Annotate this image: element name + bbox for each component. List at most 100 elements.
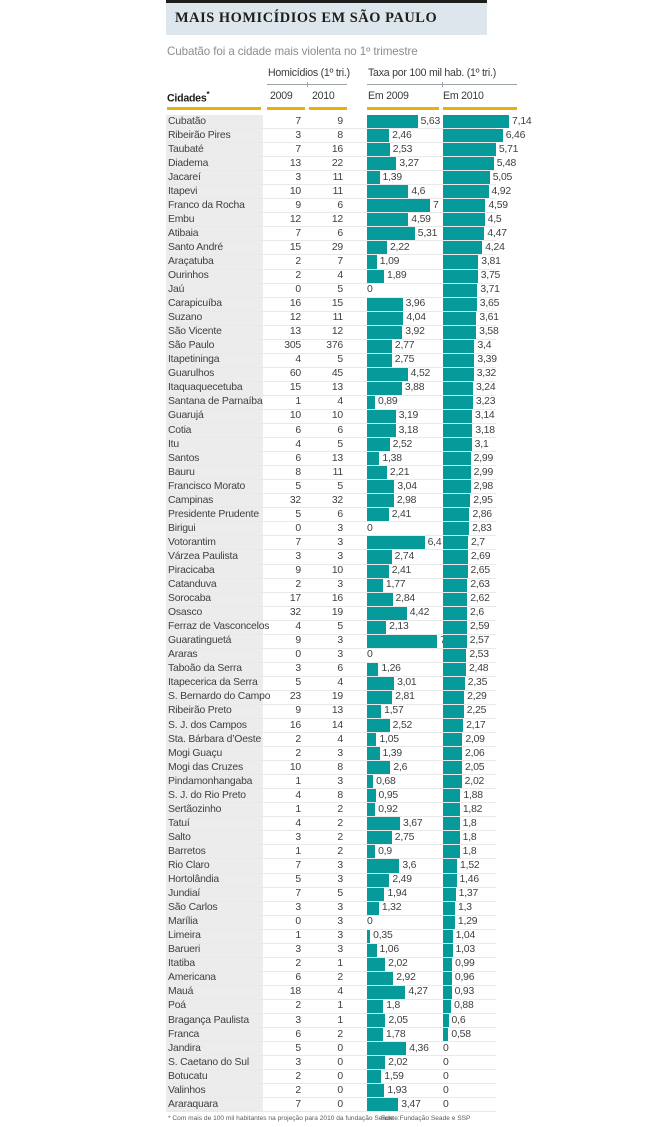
table-row[interactable]: Salto 3 2 2,75 1,8 xyxy=(166,831,496,846)
homicides-2010-value: 5 xyxy=(337,480,343,492)
table-row[interactable]: Mogi das Cruzes 10 8 2,6 2,05 xyxy=(166,761,496,776)
rate-2010-bar-cell: 2,29 xyxy=(443,690,517,704)
homicides-2010-value: 3 xyxy=(337,916,343,928)
table-row[interactable]: Araraquara 7 0 3,47 0 xyxy=(166,1098,496,1113)
table-row[interactable]: Votorantim 7 3 6,4 2,7 xyxy=(166,536,496,551)
table-row[interactable]: Jandira 5 0 4,36 0 xyxy=(166,1042,496,1057)
table-row[interactable]: Ourinhos 2 4 1,89 3,75 xyxy=(166,269,500,284)
table-row[interactable]: Mogi Guaçu 2 3 1,39 2,06 xyxy=(166,747,496,762)
table-row[interactable]: Poá 2 1 1,8 0,88 xyxy=(166,999,496,1014)
table-row[interactable]: Santana de Parnaíba 1 4 0,89 3,23 xyxy=(166,395,496,410)
table-row[interactable]: S. J. do Rio Preto 4 8 0,95 1,88 xyxy=(166,789,496,804)
table-row[interactable]: Itapecerica da Serra 5 4 3,01 2,35 xyxy=(166,676,496,691)
homicides-2010-value: 5 xyxy=(337,888,343,900)
table-row[interactable]: Várzea Paulista 3 3 2,74 2,69 xyxy=(166,550,496,565)
city-name: Santos xyxy=(168,452,200,464)
table-row[interactable]: Ribeirão Preto 9 13 1,57 2,25 xyxy=(166,704,496,720)
table-row[interactable]: Cotia 6 6 3,18 3,18 xyxy=(166,424,496,439)
table-row[interactable]: Itatiba 2 1 2,02 0,99 xyxy=(166,957,496,972)
table-row[interactable]: Jundiaí 7 5 1,94 1,37 xyxy=(166,887,496,902)
rate-2010-label: 2,99 xyxy=(473,452,494,464)
table-row[interactable]: Araçatuba 2 7 1,09 3,81 xyxy=(166,255,501,270)
table-row[interactable]: Campinas 32 32 2,98 2,95 xyxy=(166,494,496,509)
table-row[interactable]: Piracicaba 9 10 2,41 2,65 xyxy=(166,564,496,579)
table-row[interactable]: Itu 4 5 2,52 3,1 xyxy=(166,438,496,453)
rate-2010-bar-cell: 1,04 xyxy=(443,929,517,943)
rate-2010-bar-cell: 2,95 xyxy=(443,494,517,508)
table-row[interactable]: Santo André 15 29 2,22 4,24 xyxy=(166,241,505,256)
table-row[interactable]: Carapicuíba 16 15 3,96 3,65 xyxy=(166,297,499,312)
table-row[interactable]: Guaratinguetá 9 3 7,81 2,57 xyxy=(166,634,496,649)
rate-2010-bar-cell: 0,6 xyxy=(443,1014,517,1028)
table-row[interactable]: Americana 6 2 2,92 0,96 xyxy=(166,971,496,986)
rate-2009-bar xyxy=(367,803,376,817)
table-row[interactable]: Jacareí 3 11 1,39 5,05 xyxy=(166,171,512,186)
table-row[interactable]: Ribeirão Pires 3 8 2,46 6,46 xyxy=(166,129,525,144)
table-row[interactable]: Cubatão 7 9 5,63 7,14 xyxy=(166,115,532,130)
table-row[interactable]: Franca 6 2 1,78 0,58 xyxy=(166,1028,496,1043)
table-row[interactable]: Bauru 8 11 2,21 2,99 xyxy=(166,466,496,481)
table-row[interactable]: Atibaia 7 6 5,31 4,47 xyxy=(166,227,507,242)
homicides-2009-value: 1 xyxy=(295,803,301,815)
table-row[interactable]: Pindamonhangaba 1 3 0,68 2,02 xyxy=(166,775,496,790)
table-row[interactable]: Mauá 18 4 4,27 0,93 xyxy=(166,985,496,1000)
city-cell xyxy=(166,719,263,733)
rate-2010-label: 3,58 xyxy=(479,326,499,338)
table-row[interactable]: Sorocaba 17 16 2,84 2,62 xyxy=(166,592,496,607)
table-row[interactable]: S. Bernardo do Campo 23 19 2,81 2,29 xyxy=(166,690,496,705)
table-row[interactable]: São Carlos 3 3 1,32 1,3 xyxy=(166,901,496,916)
table-row[interactable]: Sta. Bárbara d’Oeste 2 4 1,05 2,09 xyxy=(166,733,496,748)
table-row[interactable]: Limeira 1 3 0,35 1,04 xyxy=(166,929,496,944)
rate-2010-bar xyxy=(443,367,474,381)
homicides-2010-value: 16 xyxy=(331,143,343,155)
city-cell xyxy=(166,157,263,171)
table-row[interactable]: Taboão da Serra 3 6 1,26 2,48 xyxy=(166,662,496,677)
rate-2010-bar-cell: 2,59 xyxy=(443,620,517,634)
table-row[interactable]: Embu 12 12 4,59 4,5 xyxy=(166,213,502,228)
table-row[interactable]: Ferraz de Vasconcelos 4 5 2,13 2,59 xyxy=(166,620,496,635)
table-row[interactable]: Catanduva 2 3 1,77 2,63 xyxy=(166,578,496,593)
table-row[interactable]: Hortolândia 5 3 2,49 1,46 xyxy=(166,873,496,888)
table-row[interactable]: Tatuí 4 2 3,67 1,8 xyxy=(166,817,496,832)
table-row[interactable]: Taubaté 7 16 2,53 5,71 xyxy=(166,143,518,158)
table-row[interactable]: Diadema 13 22 3,27 5,48 xyxy=(166,157,516,172)
table-row[interactable]: Jaú 0 5 0 3,71 xyxy=(166,283,500,298)
table-row[interactable]: Barretos 1 2 0,9 1,8 xyxy=(166,845,496,860)
table-row[interactable]: Itaquaquecetuba 15 13 3,88 3,24 xyxy=(166,381,496,396)
table-row[interactable]: Sertãozinho 1 2 0,92 1,82 xyxy=(166,803,496,818)
table-row[interactable]: São Paulo 305 376 2,77 3,4 xyxy=(166,339,496,354)
table-row[interactable]: Itapevi 10 11 4,6 4,92 xyxy=(166,185,511,200)
table-row[interactable]: Valinhos 2 0 1,93 0 xyxy=(166,1084,496,1099)
city-name: Santo André xyxy=(168,241,223,253)
table-row[interactable]: Rio Claro 7 3 3,6 1,52 xyxy=(166,859,496,874)
table-row[interactable]: Guarulhos 60 45 4,52 3,32 xyxy=(166,367,496,382)
rate-2010-bar xyxy=(443,1014,449,1028)
city-name: Taboão da Serra xyxy=(168,663,242,675)
table-row[interactable]: Francisco Morato 5 5 3,04 2,98 xyxy=(166,480,496,495)
table-row[interactable]: Marília 0 3 0 1,29 xyxy=(166,915,496,930)
table-row[interactable]: Barueri 3 3 1,06 1,03 xyxy=(166,943,496,958)
rate-2010-label: 0,99 xyxy=(455,958,475,970)
city-name: Santana de Parnaíba xyxy=(168,396,263,408)
table-row[interactable]: Presidente Prudente 5 6 2,41 2,86 xyxy=(166,508,496,523)
table-row[interactable]: São Vicente 13 12 3,92 3,58 xyxy=(166,325,499,340)
table-row[interactable]: Botucatu 2 0 1,59 0 xyxy=(166,1070,496,1085)
city-cell xyxy=(166,873,263,887)
table-row[interactable]: S. J. dos Campos 16 14 2,52 2,17 xyxy=(166,719,496,734)
table-row[interactable]: Birigui 0 3 0 2,83 xyxy=(166,522,496,537)
rate-2009-label: 0,9 xyxy=(378,845,392,857)
homicides-2010-value: 13 xyxy=(331,382,343,394)
table-row[interactable]: Franco da Rocha 9 6 7 4,59 xyxy=(166,199,508,214)
rate-2009-bar xyxy=(367,887,385,901)
table-row[interactable]: Guarujá 10 10 3,19 3,14 xyxy=(166,409,496,425)
table-row[interactable]: S. Caetano do Sul 3 0 2,02 0 xyxy=(166,1056,496,1071)
table-row[interactable]: Itapetininga 4 5 2,75 3,39 xyxy=(166,353,497,368)
table-row[interactable]: Bragança Paulista 3 1 2,05 0,6 xyxy=(166,1014,496,1029)
rate-2009-bar-cell: 3,92 xyxy=(367,325,439,339)
table-row[interactable]: Araras 0 3 0 2,53 xyxy=(166,648,496,663)
table-row[interactable]: Suzano 12 11 4,04 3,61 xyxy=(166,311,499,326)
homicides-2010-value: 7 xyxy=(337,255,343,267)
table-row[interactable]: Osasco 32 19 4,42 2,6 xyxy=(166,606,496,621)
rate-2009-bar-cell: 1,06 xyxy=(367,943,439,957)
table-row[interactable]: Santos 6 13 1,38 2,99 xyxy=(166,452,496,467)
